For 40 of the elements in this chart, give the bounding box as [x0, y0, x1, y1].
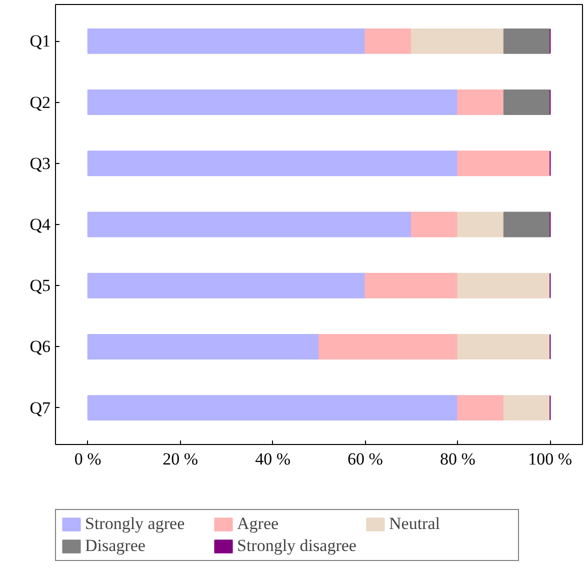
legend-label: Neutral	[389, 514, 441, 534]
bar	[87, 90, 458, 115]
y-tick-label: Q1	[30, 32, 51, 51]
bar	[457, 334, 551, 360]
bar	[364, 28, 412, 54]
bar	[457, 212, 504, 238]
bar	[87, 272, 366, 298]
bar	[87, 395, 458, 421]
y-tick-label: Q7	[30, 398, 51, 418]
bar	[364, 272, 458, 298]
legend-label: Strongly agree	[85, 514, 186, 534]
y-tick-label: Q6	[30, 337, 51, 356]
x-tick-label: 20 %	[162, 450, 198, 468]
bar	[87, 334, 320, 360]
bar	[318, 334, 458, 360]
bar	[87, 212, 412, 238]
x-tick-label: 100 %	[528, 450, 572, 468]
bar	[410, 28, 504, 54]
bar	[457, 150, 551, 176]
bar	[87, 150, 458, 176]
bar	[87, 28, 366, 54]
y-tick-label: Q2	[30, 92, 51, 112]
bar	[503, 212, 551, 238]
y-tick-label: Q5	[30, 276, 51, 296]
x-tick-label: 40 %	[255, 450, 290, 468]
bar	[410, 212, 458, 238]
legend-label: Agree	[237, 514, 280, 534]
x-tick-label: 0 %	[74, 450, 102, 468]
bar	[457, 90, 504, 115]
y-tick-label: Q4	[30, 215, 51, 234]
bar	[503, 90, 551, 115]
legend-label: Disagree	[85, 536, 146, 556]
x-tick-label: 60 %	[348, 450, 383, 468]
bar	[503, 395, 551, 421]
x-tick-label: 80 %	[440, 450, 476, 468]
legend-label: Strongly disagree	[237, 536, 358, 556]
bar	[457, 395, 504, 421]
bar	[503, 28, 551, 54]
y-tick-label: Q3	[30, 154, 51, 173]
bar	[457, 272, 551, 298]
